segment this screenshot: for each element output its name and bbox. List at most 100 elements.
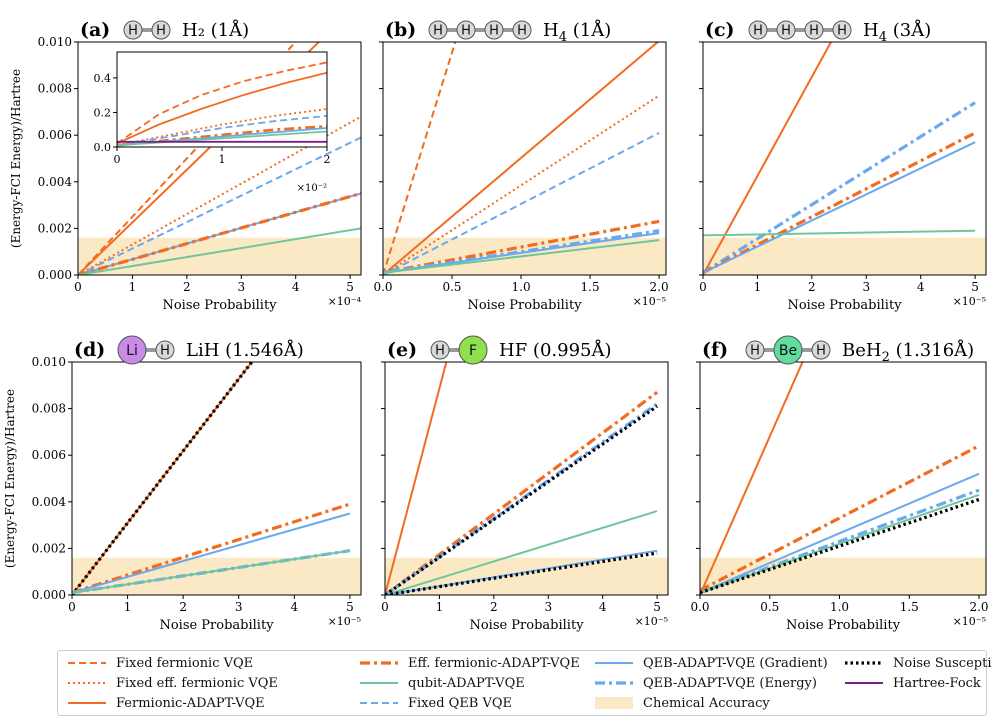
x-tick-label: 1: [754, 280, 762, 294]
series-group: [385, 362, 659, 595]
series-qubit_adapt: [385, 510, 658, 595]
series-qubit_adapt: [700, 493, 980, 594]
legend-swatch: [360, 661, 398, 665]
atom-h-icon: [748, 20, 768, 40]
series-eff_ferm_adapt: [703, 131, 976, 275]
atom-h-icon: [155, 340, 175, 360]
atom-label: Be: [779, 343, 797, 359]
x-axis-label: Noise Probability: [159, 618, 274, 633]
x-exponent: ×10⁻⁵: [953, 615, 986, 628]
series-fixed_qeb: [383, 132, 660, 275]
molecule-distance: (1.316Å): [896, 339, 975, 361]
series-eff_ferm_adapt: [700, 444, 980, 592]
series-ferm_adapt: [117, 71, 327, 145]
series-group: [700, 362, 980, 595]
x-tick-label: 1.5: [900, 600, 919, 614]
y-tick-label: 0.006: [32, 448, 66, 462]
x-tick-label: 0: [114, 153, 121, 166]
atom-h-icon: [776, 20, 796, 40]
series-qeb_energy: [703, 101, 976, 275]
x-tick-label: 1: [436, 600, 444, 614]
x-tick-label: 3: [235, 600, 243, 614]
y-tick-label: 0.000: [38, 268, 72, 282]
atom-h-icon: [745, 340, 765, 360]
x-exponent: ×10⁻²: [297, 183, 327, 194]
series-noise_susc: [385, 551, 658, 595]
panel-d: 0 1 2 3 4 5 0.000 0.002 0.004 0.006 0.008 0.010 ×10⁻…: [3, 335, 362, 633]
legend-label: qubit-ADAPT-VQE: [408, 675, 525, 691]
chemical-accuracy-band: [78, 237, 361, 275]
x-tick-label: 1.0: [830, 600, 849, 614]
series-qeb_energy: [385, 402, 659, 595]
legend-swatch: [68, 662, 106, 664]
molecule-subscript: 2: [882, 350, 890, 365]
legend-label: Fixed QEB VQE: [408, 695, 513, 711]
series-eff_ferm_adapt: [72, 502, 351, 595]
x-tick-label: 5: [971, 280, 979, 294]
x-tick-label: 2.0: [650, 280, 669, 294]
series-fixed_ferm: [117, 61, 327, 145]
series-qubit_adapt: [72, 549, 351, 594]
molecule-title: H4 (1Å): [543, 19, 611, 45]
legend-label: Fermionic-ADAPT-VQE: [116, 695, 265, 711]
atom-h-icon: [832, 20, 852, 40]
series-noise_susc: [72, 362, 254, 595]
panel-a: 0 1 2 3 4 50.0000.0020.0040.0060.0080.010×10⁻…: [9, 19, 362, 313]
atom-label: Li: [126, 343, 138, 359]
plot-frame: [702, 41, 987, 276]
legend-item-fixed_qeb: Fixed QEB VQE: [358, 693, 512, 713]
x-tick-label: 3: [862, 280, 870, 294]
series-qubit_adapt: [383, 239, 660, 274]
y-tick-label: 0.004: [32, 495, 67, 509]
series-qeb_grad: [700, 472, 980, 594]
y-tick-label: 0.006: [38, 128, 72, 142]
x-tick-label: 3: [237, 280, 245, 294]
y-tick-label: 0.008: [38, 82, 72, 96]
x-tick-label: 1.5: [581, 280, 600, 294]
plot-frame: [384, 361, 669, 596]
panel-label: (b): [385, 19, 416, 41]
x-tick-label: 5: [653, 600, 661, 614]
legend-item-qeb_energy: QEB-ADAPT-VQE (Energy): [593, 673, 817, 693]
inset-plot: 0 1 2 0.0 0.2 0.4 ×10⁻²: [94, 51, 331, 194]
atom-label: H: [837, 24, 847, 39]
y-tick-label: 0.002: [38, 221, 72, 235]
atom-f-icon: [458, 335, 488, 365]
molecule-title: HF (0.995Å): [499, 339, 612, 361]
atom-label: H: [160, 344, 170, 359]
atom-h-icon: [123, 20, 143, 40]
panel-e: 0 1 2 3 4 5×10⁻⁵(e) H F HF (0.995Å)Noise Probabi…: [381, 335, 669, 633]
legend-label: Noise Susceptibility: [893, 655, 992, 671]
legend-label: QEB-ADAPT-VQE (Gradient): [643, 655, 828, 671]
x-tick-label: 4: [292, 280, 300, 294]
x-tick-label: 4: [290, 600, 298, 614]
atom-label: H: [816, 344, 826, 359]
series-group: [703, 42, 976, 275]
x-axis-label: Noise Probability: [467, 298, 582, 313]
x-tick-label: 2: [490, 600, 498, 614]
series-qeb_grad: [72, 512, 351, 594]
y-tick-label: 0.000: [32, 588, 66, 602]
series-qubit_adapt: [78, 227, 361, 275]
x-exponent: ×10⁻⁵: [953, 295, 986, 308]
panel-b: 0.0 0.5 1.0 1.5 2.0×10⁻⁵(b) H H H H H4 (1Å)Noise …: [373, 19, 668, 313]
atom-label: H: [517, 24, 527, 39]
molecule-subscript: 4: [879, 30, 887, 45]
x-tick-label: 0: [699, 280, 707, 294]
x-axis-label: Noise Probability: [469, 618, 584, 633]
x-tick-label: 5: [346, 600, 354, 614]
atom-label: F: [469, 343, 477, 359]
atom-label: H: [489, 24, 499, 39]
atom-be-icon: [773, 335, 803, 365]
legend-item-noise_susc: Noise Susceptibility: [843, 653, 992, 673]
x-tick-label: 2: [324, 153, 331, 166]
plot-frame: [382, 41, 667, 276]
molecule-diagram: H Be H: [745, 335, 831, 365]
x-tick-label: 0.5: [442, 280, 461, 294]
plot-frame: [77, 41, 362, 276]
series-fixed_ferm: [383, 42, 457, 275]
x-tick-label: 5: [346, 280, 354, 294]
x-tick-label: 2: [808, 280, 816, 294]
